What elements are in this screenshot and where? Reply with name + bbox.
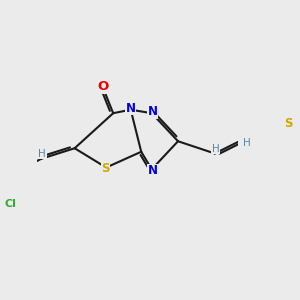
Text: O: O (97, 80, 108, 93)
Text: S: S (284, 117, 292, 130)
Text: Cl: Cl (4, 199, 16, 209)
Text: H: H (212, 144, 220, 154)
Text: N: N (126, 102, 136, 115)
Text: S: S (101, 162, 110, 175)
Text: H: H (243, 138, 251, 148)
Text: N: N (148, 164, 158, 177)
Text: N: N (148, 105, 158, 118)
Text: H: H (38, 149, 46, 159)
